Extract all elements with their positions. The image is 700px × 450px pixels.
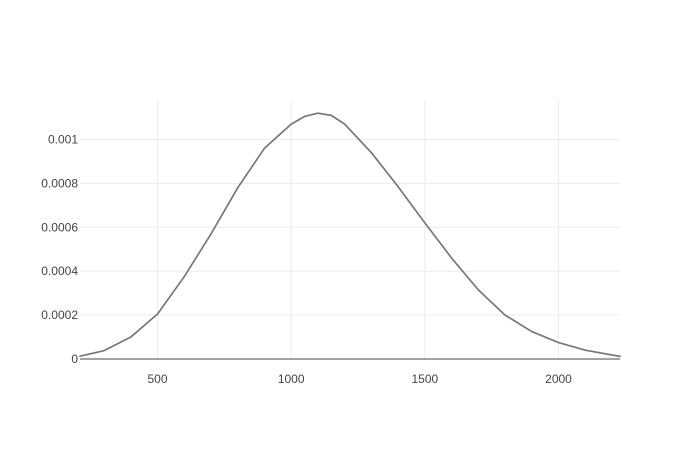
y-tick-label-1: 0.0002 xyxy=(41,308,78,322)
label-layer: 500 1000 1500 2000 0 0.0002 0.0004 0.0006 0.0008… xyxy=(41,133,572,386)
y-tick-label-0: 0 xyxy=(71,352,78,366)
grid-layer xyxy=(80,100,620,359)
y-tick-label-2: 0.0004 xyxy=(41,264,78,278)
y-tick-label-4: 0.0008 xyxy=(41,176,78,190)
x-tick-label-3: 2000 xyxy=(545,372,572,386)
x-tick-label-2: 1500 xyxy=(411,372,438,386)
series-layer xyxy=(79,112,621,358)
series-line-0 xyxy=(79,112,621,358)
y-tick-label-5: 0.001 xyxy=(48,133,78,147)
x-tick-label-1: 1000 xyxy=(278,372,305,386)
x-tick-label-0: 500 xyxy=(148,372,168,386)
y-tick-label-3: 0.0006 xyxy=(41,220,78,234)
